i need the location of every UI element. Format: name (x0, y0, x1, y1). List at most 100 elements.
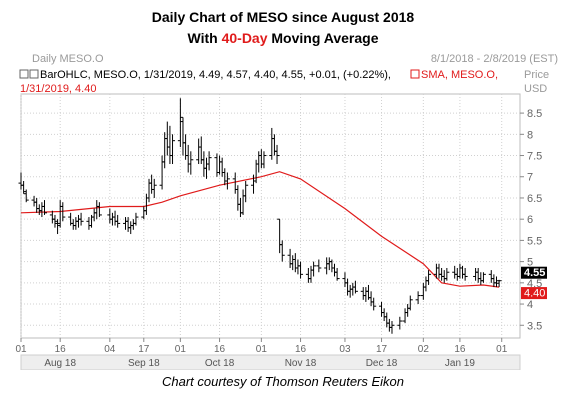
ohlc-bar (91, 208, 97, 222)
ohlc-bar (94, 200, 100, 220)
ohlc-bar (214, 153, 220, 177)
ohlc-bar (177, 98, 183, 148)
ohlc-bar (75, 214, 81, 228)
ohlc-bar (235, 185, 241, 211)
ohlc-bar (345, 278, 351, 296)
ohlc-bar (277, 218, 283, 254)
ohlc-bar (298, 261, 304, 279)
ohlc-bar (70, 219, 76, 230)
ohlc-bar (57, 200, 63, 228)
ohlc-bar (23, 189, 29, 203)
panel-name: Daily MESO.O (32, 53, 104, 65)
ohlc-bar (475, 267, 481, 283)
ohlc-bar (290, 255, 296, 271)
ohlc-bar (389, 321, 395, 334)
ohlc-bar (360, 287, 366, 300)
ohlc-bar (426, 270, 432, 285)
ohlc-bar (34, 197, 40, 213)
ohlc-bar (460, 265, 466, 279)
ohlc-bar (128, 221, 134, 235)
ohlc-bar (381, 308, 387, 322)
y-tick-label: 3.5 (527, 320, 542, 332)
y-axis: 3.544.555.566.577.588.54.554.40 (520, 108, 547, 332)
sma-layer (20, 171, 500, 288)
ohlc-bar (112, 210, 118, 226)
ohlc-bar (287, 248, 293, 268)
y-tick-label: 4 (527, 299, 533, 311)
ohlc-bar (496, 279, 502, 288)
ohlc-bar (436, 263, 442, 279)
plot-frame (20, 93, 521, 339)
ohlc-bar (415, 291, 421, 305)
ohlc-bar (143, 193, 149, 215)
ohlc-bar (444, 267, 450, 281)
y-tick-label: 8 (527, 129, 533, 141)
ohlc-bar (423, 276, 429, 292)
ohlc-bar (452, 265, 458, 279)
date-range: 8/1/2018 - 2/8/2019 (EST) (431, 53, 558, 65)
ohlc-bar (170, 134, 176, 165)
ohlc-bar (217, 155, 223, 175)
ohlc-bar (203, 157, 209, 179)
ohlc-bar (350, 282, 356, 296)
currency-axis-label: USD (524, 83, 547, 95)
ohlc-bar (159, 155, 165, 190)
ohlc-bar (224, 172, 230, 190)
x-tick-label: 01 (256, 344, 268, 355)
ohlc-bar (243, 180, 249, 203)
x-tick-label: 16 (214, 344, 226, 355)
ohlc-bar (308, 265, 314, 283)
y-tick-label: 7.5 (527, 151, 542, 163)
x-tick-label: 02 (418, 344, 430, 355)
month-label: Oct 18 (205, 358, 235, 369)
ohlc-bar (488, 270, 494, 283)
ohlc-bar (167, 125, 173, 165)
price-chart: 3.544.555.566.577.588.54.554.40 01 16 04 17… (15, 53, 558, 370)
ohlc-bar (420, 282, 426, 300)
sma-tag-label: 4.40 (524, 288, 545, 300)
legend-config-ohlc-icon[interactable] (29, 69, 39, 79)
ohlc-bar (133, 212, 139, 226)
month-label: Aug 18 (44, 358, 76, 369)
x-tick-label: 03 (339, 344, 351, 355)
sma-legend: SMA, MESO.O, (421, 69, 498, 81)
x-tick-label: 17 (376, 344, 388, 355)
ohlc-bar (292, 253, 298, 273)
ohlc-bar (352, 280, 358, 294)
x-tick-label: 01 (496, 344, 508, 355)
y-tick-label: 6.5 (527, 193, 542, 205)
ohlc-bar (253, 159, 259, 184)
ohlc-bar (49, 210, 55, 224)
ohlc-bar (256, 151, 262, 173)
ohlc-bar (164, 121, 170, 156)
ohlc-bar (162, 132, 168, 169)
ohlc-bar (107, 208, 113, 224)
x-tick-label: 16 (295, 344, 307, 355)
ohlc-bar (402, 308, 408, 324)
y-tick-label: 7 (527, 172, 533, 184)
ohlc-bar (60, 202, 66, 222)
grid (20, 93, 521, 339)
ohlc-bar (232, 172, 238, 194)
last-price-tag (521, 266, 547, 279)
ohlc-bar (78, 212, 84, 226)
ohlc-bar (219, 157, 225, 177)
y-tick-label: 4.5 (527, 278, 542, 290)
ohlc-bar (371, 297, 377, 311)
price-axis-label: Price (524, 69, 549, 81)
ohlc-bar (180, 117, 186, 156)
month-label: Nov 18 (285, 358, 317, 369)
ohlc-bar (274, 144, 280, 165)
ohlc-bar (96, 202, 102, 218)
ohlc-bar (397, 316, 403, 330)
x-tick-label: 17 (138, 344, 150, 355)
legend-toggle-ohlc-icon[interactable] (19, 69, 29, 79)
ohlc-bar (258, 149, 264, 169)
legend-sma-icon[interactable] (410, 69, 420, 79)
ohlc-bar (491, 274, 497, 288)
ohlc-bar (151, 178, 157, 198)
ohlc-bar (441, 270, 447, 283)
ohlc-bar (141, 206, 147, 220)
ohlc-bar (18, 172, 24, 190)
ohlc-bar (146, 178, 152, 203)
